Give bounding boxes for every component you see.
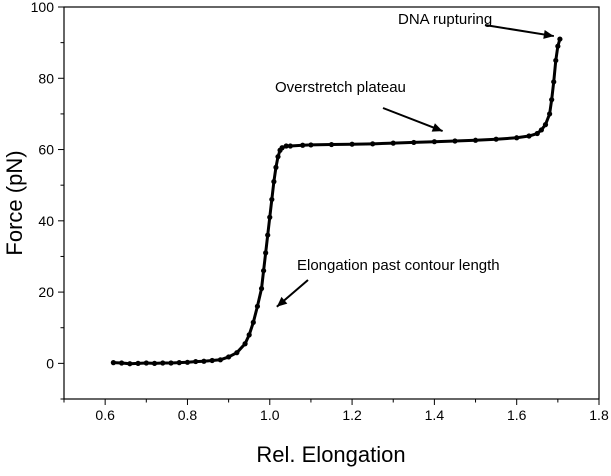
annotation-label: Elongation past contour length <box>297 257 500 274</box>
y-tick-label: 80 <box>38 70 54 86</box>
data-point <box>135 360 141 366</box>
data-point <box>193 358 199 365</box>
data-point <box>258 285 265 292</box>
data-point <box>250 319 256 325</box>
data-point <box>349 141 355 147</box>
data-point <box>151 360 158 366</box>
y-axis-title: Force (pN) <box>2 150 27 255</box>
data-point <box>271 179 277 185</box>
y-tick-label: 100 <box>31 0 55 15</box>
data-point <box>283 143 289 149</box>
annotation-label: Overstretch plateau <box>275 79 406 96</box>
data-point <box>555 43 561 49</box>
data-point <box>411 139 417 146</box>
y-tick-label: 20 <box>38 284 54 300</box>
data-point <box>265 232 271 238</box>
data-point <box>493 136 499 142</box>
data-point <box>143 360 149 366</box>
data-point <box>534 130 540 137</box>
data-point <box>184 359 191 365</box>
annotations: DNA rupturing Overstretch plateau Elongati… <box>275 11 555 308</box>
y-tick-label: 40 <box>38 213 54 229</box>
data-point <box>234 350 240 356</box>
data-point <box>110 360 116 366</box>
plot-frame <box>63 6 600 400</box>
y-tick-label: 0 <box>46 355 54 371</box>
data-point <box>119 360 125 366</box>
x-tick-label: 1.8 <box>589 407 609 423</box>
data-point <box>201 358 207 364</box>
x-axis-title: Rel. Elongation <box>256 442 405 467</box>
data-point <box>263 250 269 256</box>
data-point <box>472 137 479 143</box>
arrowhead <box>276 296 288 307</box>
data-point <box>557 36 563 42</box>
data-point <box>300 142 306 148</box>
data-point <box>390 140 396 146</box>
data-point <box>273 164 279 170</box>
data-point <box>452 138 458 144</box>
data-point <box>547 111 553 117</box>
x-tick-label: 0.6 <box>95 407 115 423</box>
data-point <box>246 332 252 338</box>
data-point <box>287 143 293 149</box>
x-axis: 0.6 0.8 1.0 1.2 1.4 1.6 1.8 <box>63 399 609 423</box>
data-point <box>328 141 335 148</box>
x-tick-label: 1.6 <box>507 407 527 423</box>
data-point <box>168 360 174 366</box>
data-point <box>279 145 285 151</box>
data-point <box>254 303 261 309</box>
annotation-label: DNA rupturing <box>398 11 492 28</box>
data-point <box>226 354 232 360</box>
arrowhead <box>431 123 443 132</box>
data-point <box>308 142 314 148</box>
data-point <box>538 127 544 133</box>
annotation-arrow <box>484 24 555 38</box>
data-point <box>514 135 520 141</box>
y-axis: 0 20 40 60 80 100 <box>31 0 64 400</box>
data-point <box>431 139 437 145</box>
arrowhead <box>543 30 554 39</box>
data-point <box>551 79 557 85</box>
data-point <box>242 341 248 347</box>
x-tick-label: 1.0 <box>260 407 280 423</box>
data-point <box>553 57 559 64</box>
data-point <box>160 360 166 366</box>
data-point <box>267 214 273 220</box>
x-tick-label: 0.8 <box>178 407 198 423</box>
x-tick-label: 1.4 <box>425 407 445 423</box>
data-point <box>217 357 223 363</box>
data-point <box>260 268 267 274</box>
data-point <box>269 196 275 203</box>
x-tick-label: 1.2 <box>342 407 362 423</box>
data-point <box>275 154 281 160</box>
data-point <box>209 357 215 364</box>
data-point <box>176 360 182 366</box>
data-point <box>542 122 549 128</box>
data-point <box>526 133 532 139</box>
data-point <box>549 97 555 103</box>
y-tick-label: 60 <box>38 142 54 158</box>
data-point <box>370 141 376 147</box>
data-point <box>127 361 133 367</box>
data-series <box>110 36 563 367</box>
annotation-arrow <box>382 107 443 133</box>
